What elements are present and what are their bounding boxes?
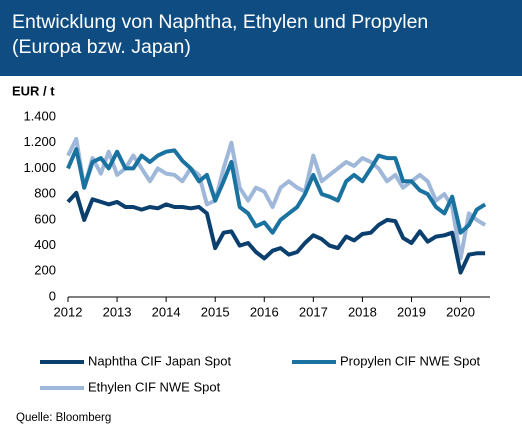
title-banner: Entwicklung von Naphtha, Ethylen und Pro… <box>0 0 522 76</box>
x-tick-label: 2018 <box>348 304 377 319</box>
y-tick-label: 800 <box>34 186 56 201</box>
series-line <box>66 147 487 235</box>
y-axis-label: EUR / t <box>12 83 55 98</box>
x-tick-label: 2020 <box>446 304 475 319</box>
y-tick-label: 0 <box>49 288 56 303</box>
legend-label: Propylen CIF NWE Spot <box>340 353 481 368</box>
legend-label: Ethylen CIF NWE Spot <box>88 379 221 394</box>
y-tick-label: 200 <box>34 263 56 278</box>
x-tick-label: 2015 <box>201 304 230 319</box>
chart-title: Entwicklung von Naphtha, Ethylen und Pro… <box>12 11 429 58</box>
y-tick-label: 1.000 <box>23 160 56 175</box>
x-tick-label: 2019 <box>397 304 426 319</box>
x-tick-label: 2016 <box>250 304 279 319</box>
legend-label: Naphtha CIF Japan Spot <box>88 353 231 368</box>
x-tick-label: 2017 <box>299 304 328 319</box>
y-tick-label: 1.200 <box>23 134 56 149</box>
series-line <box>66 190 486 275</box>
x-tick-label: 2014 <box>152 304 181 319</box>
x-tick-label: 2012 <box>54 304 83 319</box>
x-tick-label: 2013 <box>103 304 132 319</box>
source: Quelle: Bloomberg <box>16 412 111 424</box>
y-tick-label: 400 <box>34 237 56 252</box>
y-tick-label: 600 <box>34 211 56 226</box>
y-tick-label: 1.400 <box>23 108 56 123</box>
series-line <box>66 136 487 261</box>
